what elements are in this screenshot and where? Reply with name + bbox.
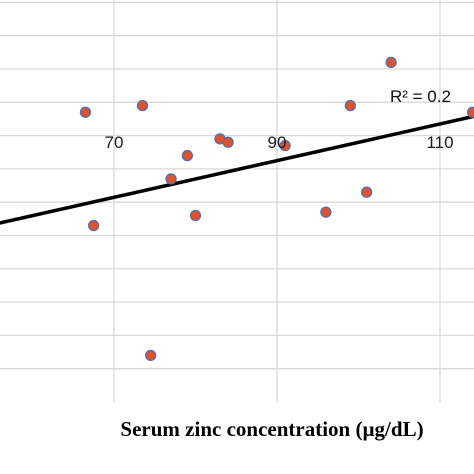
x-tick-label: 90: [268, 133, 287, 152]
x-tick-label: 70: [105, 133, 124, 152]
x-tick-label: 110: [426, 133, 453, 152]
trendline-group: [0, 114, 474, 225]
x-tick-labels: 70 90 110: [105, 133, 454, 152]
data-point: [360, 186, 373, 198]
data-point: [79, 106, 92, 118]
data-point: [189, 209, 202, 222]
r-squared-annotation: R² = 0.2: [390, 87, 451, 106]
data-point: [165, 173, 177, 185]
x-axis-title: Serum zinc concentration (µg/dL): [120, 417, 423, 441]
data-point: [136, 99, 149, 112]
data-point: [385, 56, 397, 68]
data-point: [87, 219, 100, 232]
data-points: [79, 56, 474, 362]
data-point: [320, 206, 332, 218]
data-point: [181, 149, 194, 162]
trendline: [0, 114, 474, 225]
data-point: [145, 349, 157, 362]
gridlines: [0, 0, 474, 402]
data-point: [279, 139, 291, 152]
data-point: [466, 106, 474, 118]
data-point: [344, 99, 357, 112]
data-point: [222, 136, 234, 148]
